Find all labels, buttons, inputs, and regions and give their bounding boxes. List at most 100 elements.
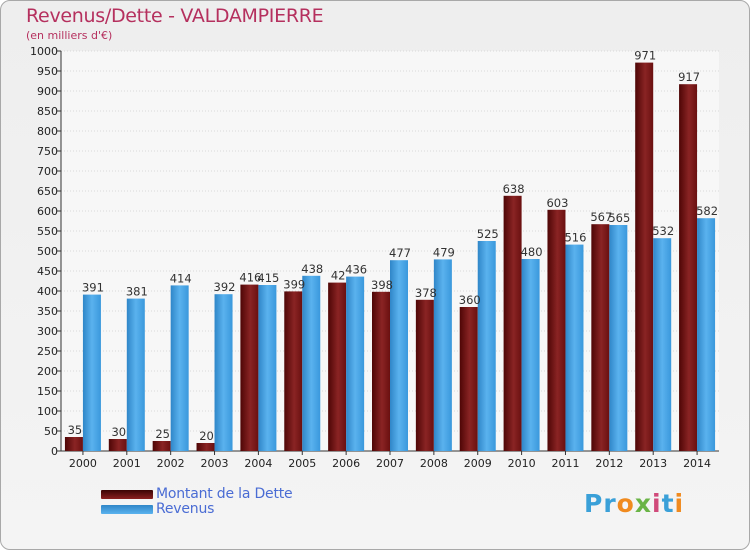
debt-bar-value-label: 416 (239, 271, 261, 285)
legend-label-debt: Montant de la Dette (156, 486, 293, 502)
y-tick-label: 50 (44, 425, 58, 438)
x-tick-label: 2004 (244, 457, 272, 470)
y-tick-label: 500 (37, 245, 58, 258)
y-tick-label: 850 (37, 105, 58, 118)
legend-swatch-debt (101, 490, 153, 499)
debt-bar-value-label: 399 (283, 277, 305, 291)
x-tick-label: 2003 (201, 457, 229, 470)
revenue-bar-value-label: 381 (126, 285, 148, 299)
legend-label-revenue: Revenus (156, 501, 215, 517)
x-tick-label: 2010 (508, 457, 536, 470)
revenue-bar-value-label: 480 (521, 245, 543, 259)
y-tick-label: 700 (37, 165, 58, 178)
revenue-bar (214, 294, 233, 451)
y-tick-label: 950 (37, 65, 58, 78)
data-labels: 35 30 25 20 416 399 42 398 378 360 638 603 567 971 917… (68, 49, 718, 443)
y-tick-label: 550 (37, 225, 58, 238)
debt-bar-value-label: 42 (331, 269, 346, 283)
revenue-bar-value-label: 391 (82, 281, 104, 295)
revenue-bar-value-label: 479 (433, 245, 455, 259)
y-tick-label: 900 (37, 85, 58, 98)
x-tick-label: 2014 (683, 457, 711, 470)
debt-bar-value-label: 638 (503, 182, 525, 196)
y-tick-label: 1000 (30, 45, 58, 58)
revenue-bar (697, 218, 716, 451)
debt-bar-value-label: 25 (155, 427, 170, 441)
debt-bar (459, 307, 478, 451)
revenue-bar-value-label: 532 (652, 224, 674, 238)
x-tick-label: 2013 (639, 457, 667, 470)
x-axis: 2000 2001 2002 2003 2004 2005 2006 2007 2008 2009… (61, 450, 719, 470)
x-tick-label: 2001 (113, 457, 141, 470)
revenue-bar (477, 241, 496, 451)
debt-bar-value-label: 30 (111, 425, 126, 439)
revenue-bar-value-label: 565 (608, 211, 630, 225)
revenue-bar (258, 285, 277, 451)
revenue-bar (302, 275, 321, 451)
y-tick-label: 400 (37, 285, 58, 298)
y-tick-label: 450 (37, 265, 58, 278)
revenue-bar-value-label: 392 (214, 280, 236, 294)
revenue-bar-value-label: 414 (170, 271, 192, 285)
revenue-bar-value-label: 438 (301, 262, 323, 276)
debt-bar (415, 299, 434, 451)
debt-bar-value-label: 378 (415, 286, 437, 300)
debt-bar-value-label: 20 (199, 429, 214, 443)
proxiti-logo: Proxiti (584, 489, 685, 518)
debt-bar-value-label: 35 (68, 423, 83, 437)
y-tick-label: 200 (37, 365, 58, 378)
debt-bar (679, 84, 698, 451)
chart-title: Revenus/Dette - VALDAMPIERRE (26, 5, 324, 27)
debt-bar (591, 224, 610, 451)
revenue-bar-value-label: 415 (257, 271, 279, 285)
debt-bar (240, 284, 259, 451)
revenue-bar-value-label: 582 (696, 204, 718, 218)
revenue-bar (653, 238, 672, 451)
revenue-bar (82, 294, 101, 451)
chart-subtitle: (en milliers d'€) (26, 29, 113, 42)
x-tick-label: 2007 (376, 457, 404, 470)
revenue-bar-value-label: 525 (477, 227, 499, 241)
revenue-bar (609, 225, 628, 451)
debt-bar-value-label: 398 (371, 278, 393, 292)
y-tick-label: 350 (37, 305, 58, 318)
revenue-bar-value-label: 516 (564, 231, 586, 245)
debt-bar (64, 437, 83, 451)
debt-bar-value-label: 603 (546, 196, 568, 210)
x-tick-label: 2006 (332, 457, 360, 470)
revenue-bar (433, 259, 452, 451)
y-tick-label: 750 (37, 145, 58, 158)
bars (64, 62, 716, 451)
y-tick-label: 0 (51, 445, 58, 458)
revenue-bar (170, 285, 189, 451)
debt-bar-value-label: 360 (459, 293, 481, 307)
debt-bar (635, 62, 654, 451)
debt-bar (152, 441, 171, 451)
revenue-bar (390, 260, 408, 451)
y-tick-label: 650 (37, 185, 58, 198)
debt-bar (547, 209, 566, 451)
y-tick-label: 600 (37, 205, 58, 218)
revenue-bar-value-label: 436 (345, 263, 367, 277)
y-tick-label: 100 (37, 405, 58, 418)
debt-bar-value-label: 971 (634, 49, 656, 63)
x-tick-label: 2012 (595, 457, 623, 470)
debt-bar (503, 195, 522, 451)
y-tick-label: 250 (37, 345, 58, 358)
debt-bar-value-label: 567 (590, 210, 612, 224)
revenue-bar (565, 244, 584, 451)
revenue-bar-value-label: 477 (389, 246, 411, 260)
x-tick-label: 2009 (464, 457, 492, 470)
y-tick-label: 800 (37, 125, 58, 138)
revenue-bar (126, 298, 145, 451)
revenue-bar (521, 259, 540, 451)
x-tick-label: 2000 (69, 457, 97, 470)
revenue-bar (346, 276, 365, 451)
x-tick-label: 2002 (157, 457, 185, 470)
x-tick-label: 2011 (551, 457, 579, 470)
debt-bar (372, 291, 390, 451)
x-tick-label: 2005 (288, 457, 316, 470)
y-axis: 0 50 100 150 200 250 300 350 400 450 500 550 600 650 7… (30, 45, 62, 458)
